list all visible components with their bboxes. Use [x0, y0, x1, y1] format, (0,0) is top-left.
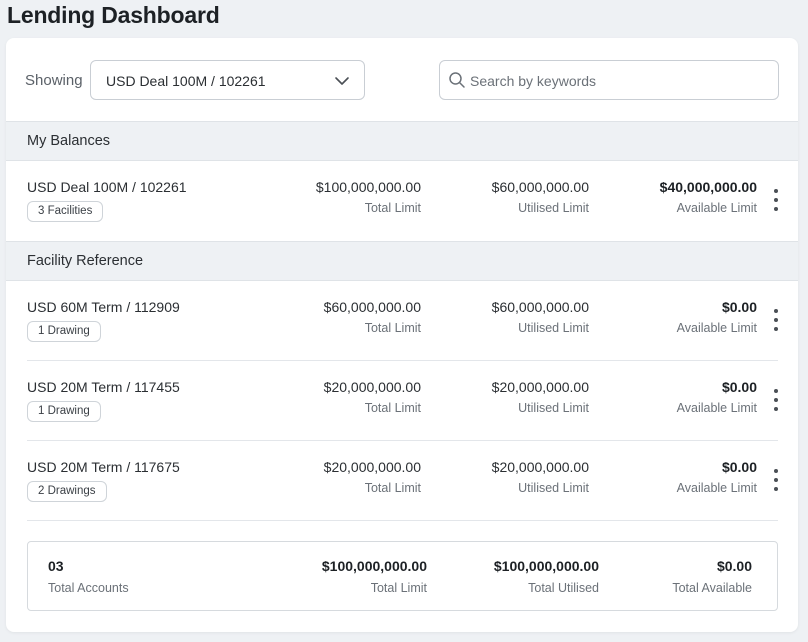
utilised-limit: $60,000,000.00 Utilised Limit	[492, 179, 589, 215]
facility-reference-header: Facility Reference	[6, 241, 798, 281]
available-limit: $0.00 Available Limit	[677, 299, 757, 335]
showing-label: Showing	[25, 72, 83, 89]
available-limit-label: Available Limit	[676, 201, 757, 215]
facility-row: USD 20M Term / 117455 1 Drawing $20,000,…	[27, 361, 778, 441]
utilised-limit: $20,000,000.00 Utilised Limit	[492, 379, 589, 415]
available-limit-label: Available Limit	[676, 481, 757, 495]
drawings-badge[interactable]: 1 Drawing	[27, 401, 101, 422]
facility-row: USD 20M Term / 117675 2 Drawings $20,000…	[27, 441, 778, 521]
summary-total-utilised-value: $100,000,000.00	[493, 558, 599, 574]
available-limit-label: Available Limit	[676, 401, 757, 415]
available-limit-value: $0.00	[721, 299, 757, 315]
summary-total-utilised-label: Total Utilised	[528, 581, 599, 595]
total-limit-value: $20,000,000.00	[323, 459, 421, 475]
summary-total-limit: $100,000,000.00 Total Limit	[322, 558, 427, 595]
summary-total-available-label: Total Available	[672, 581, 752, 595]
facility-row: USD 60M Term / 112909 1 Drawing $60,000,…	[27, 281, 778, 361]
my-balances-header: My Balances	[6, 121, 798, 161]
summary-total-available-value: $0.00	[716, 558, 752, 574]
search-icon	[449, 72, 465, 88]
deal-name: USD Deal 100M / 102261	[27, 179, 187, 195]
total-limit: $100,000,000.00 Total Limit	[316, 179, 421, 215]
total-limit-label: Total Limit	[364, 201, 421, 215]
available-limit-value: $0.00	[721, 459, 757, 475]
totals-summary: 03 Total Accounts $100,000,000.00 Total …	[27, 541, 778, 611]
utilised-limit-value: $20,000,000.00	[491, 379, 589, 395]
available-limit: $0.00 Available Limit	[677, 459, 757, 495]
page-title: Lending Dashboard	[7, 2, 220, 28]
available-limit-value: $0.00	[721, 379, 757, 395]
summary-total-limit-value: $100,000,000.00	[321, 558, 427, 574]
total-limit-value: $60,000,000.00	[323, 299, 421, 315]
my-balances-title: My Balances	[27, 133, 111, 149]
available-limit-value: $40,000,000.00	[659, 179, 757, 195]
deal-select-value: USD Deal 100M / 102261	[106, 73, 266, 89]
utilised-limit-value: $60,000,000.00	[491, 179, 589, 195]
facility-name: USD 60M Term / 112909	[27, 299, 180, 315]
drawings-badge[interactable]: 2 Drawings	[27, 481, 107, 502]
total-accounts: 03 Total Accounts	[48, 558, 129, 595]
search-input[interactable]	[470, 70, 770, 92]
facility-reference-title: Facility Reference	[27, 253, 144, 269]
total-accounts-value: 03	[48, 558, 64, 574]
search-box[interactable]	[439, 60, 779, 100]
drawings-badge[interactable]: 1 Drawing	[27, 321, 101, 342]
utilised-limit-value: $60,000,000.00	[491, 299, 589, 315]
total-limit-label: Total Limit	[364, 321, 421, 335]
utilised-limit: $60,000,000.00 Utilised Limit	[492, 299, 589, 335]
deal-select[interactable]: USD Deal 100M / 102261	[90, 60, 365, 100]
utilised-limit-label: Utilised Limit	[518, 201, 589, 215]
utilised-limit-label: Utilised Limit	[518, 401, 589, 415]
total-limit: $20,000,000.00 Total Limit	[324, 459, 421, 495]
toolbar: Showing USD Deal 100M / 102261	[6, 38, 798, 121]
lending-card: Showing USD Deal 100M / 102261 My Balanc…	[6, 38, 798, 632]
utilised-limit: $20,000,000.00 Utilised Limit	[492, 459, 589, 495]
summary-total-utilised: $100,000,000.00 Total Utilised	[494, 558, 599, 595]
balance-row: USD Deal 100M / 102261 3 Facilities $100…	[27, 161, 778, 241]
utilised-limit-label: Utilised Limit	[518, 481, 589, 495]
more-vertical-icon[interactable]	[770, 467, 782, 493]
total-limit: $60,000,000.00 Total Limit	[324, 299, 421, 335]
available-limit: $40,000,000.00 Available Limit	[660, 179, 757, 215]
more-vertical-icon[interactable]	[770, 387, 782, 413]
total-limit: $20,000,000.00 Total Limit	[324, 379, 421, 415]
available-limit-label: Available Limit	[676, 321, 757, 335]
summary-total-limit-label: Total Limit	[370, 581, 427, 595]
total-limit-label: Total Limit	[364, 401, 421, 415]
utilised-limit-label: Utilised Limit	[518, 321, 589, 335]
total-limit-value: $20,000,000.00	[323, 379, 421, 395]
more-vertical-icon[interactable]	[770, 307, 782, 333]
more-vertical-icon[interactable]	[770, 187, 782, 213]
facility-name: USD 20M Term / 117675	[27, 459, 180, 475]
facility-name: USD 20M Term / 117455	[27, 379, 180, 395]
total-limit-value: $100,000,000.00	[315, 179, 421, 195]
facilities-badge[interactable]: 3 Facilities	[27, 201, 104, 222]
total-limit-label: Total Limit	[364, 481, 421, 495]
available-limit: $0.00 Available Limit	[677, 379, 757, 415]
chevron-down-icon	[335, 77, 349, 85]
total-accounts-label: Total Accounts	[48, 581, 129, 595]
utilised-limit-value: $20,000,000.00	[491, 459, 589, 475]
summary-total-available: $0.00 Total Available	[672, 558, 752, 595]
